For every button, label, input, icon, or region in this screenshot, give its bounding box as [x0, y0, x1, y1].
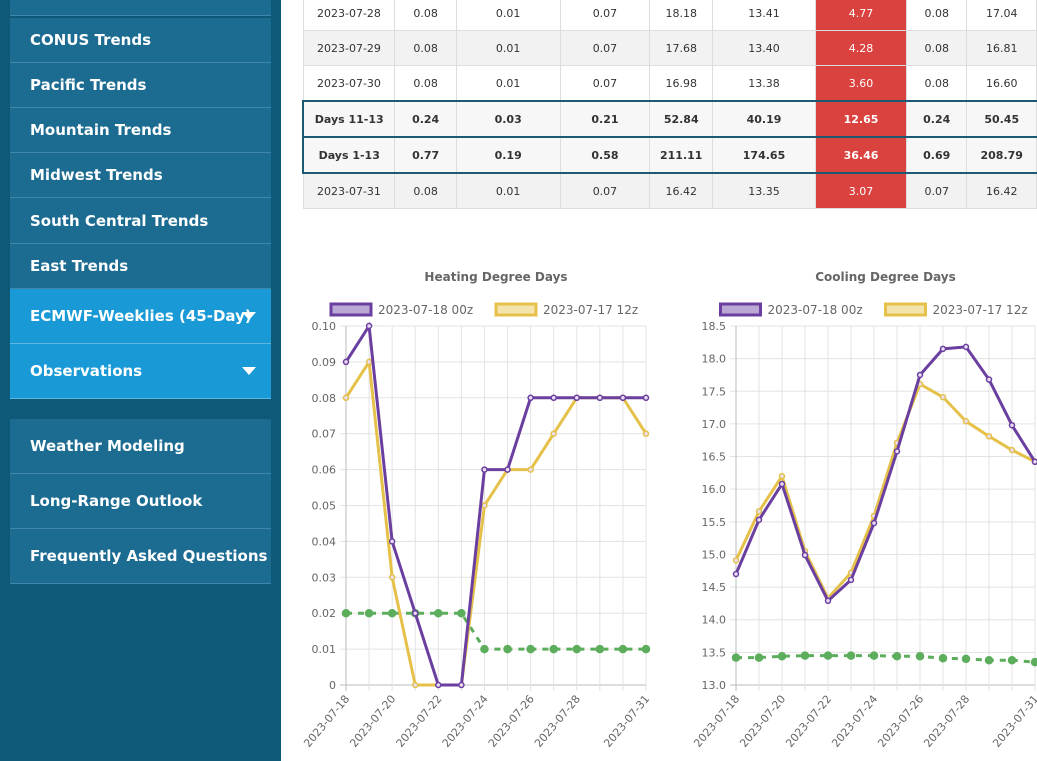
table-cell: 0.08: [394, 0, 457, 31]
table-cell: 0.77: [394, 136, 457, 174]
dropdown-arrow: [242, 312, 256, 320]
table-cell: 0.01: [455, 172, 561, 209]
table-cell: 174.65: [712, 136, 816, 174]
menu-item[interactable]: Observations: [10, 344, 271, 399]
menu-label: Midwest Trends: [30, 166, 163, 184]
table-cell: 2023-07-29: [302, 30, 396, 66]
menu-item[interactable]: Pacific Trends: [10, 63, 271, 108]
table-cell: 0.08: [905, 30, 968, 66]
table-row: 2023-07-28 0.08 0.01 0.07 18.18 13.41 4.77 0.08…: [302, 0, 1037, 31]
menu-item[interactable]: Frequently Asked Questions: [10, 529, 271, 584]
menu-label: Mountain Trends: [30, 121, 172, 139]
table-cell: 52.84: [649, 100, 714, 138]
table-cell: 13.35: [712, 172, 816, 209]
table-cell: 0.08: [394, 172, 457, 209]
menu-top-stub: [10, 0, 271, 16]
main-content: 2023-07-28 0.08 0.01 0.07 18.18 13.41 4.77 0.08…: [281, 0, 1037, 761]
table-row: 2023-07-30 0.08 0.01 0.07 16.98 13.38 3.60 0.08…: [302, 65, 1037, 102]
table-cell: 16.81: [966, 30, 1037, 66]
table-cell: 40.19: [712, 100, 816, 138]
table-cell: 4.28: [814, 30, 908, 66]
menu-label: Observations: [30, 362, 143, 380]
table-cell: 0.58: [559, 136, 651, 174]
table-cell: 36.46: [814, 136, 908, 174]
table-cell: 12.65: [814, 100, 908, 138]
table-cell: 4.77: [814, 0, 908, 31]
menu-label: Weather Modeling: [30, 437, 185, 455]
table-cell: 16.60: [966, 65, 1037, 102]
data-table: 2023-07-28 0.08 0.01 0.07 18.18 13.41 4.77 0.08…: [302, 0, 1037, 209]
menu-group: Weather Modeling Long-Range Outlook Freque…: [10, 419, 271, 584]
menu-item[interactable]: [10, 0, 271, 16]
table-cell: 0.08: [905, 0, 968, 31]
table-cell: 13.38: [712, 65, 816, 102]
table-cell: 2023-07-30: [302, 65, 396, 102]
table-cell: 0.07: [559, 0, 651, 31]
table-row: 2023-07-31 0.08 0.01 0.07 16.42 13.35 3.07 0.07…: [302, 172, 1037, 209]
table-cell: 0.24: [905, 100, 968, 138]
table-cell: 0.21: [559, 100, 651, 138]
table-cell: 0.69: [905, 136, 968, 174]
table-cell: 0.08: [394, 65, 457, 102]
table-cell: 0.07: [905, 172, 968, 209]
table-cell: Days 11-13: [302, 100, 396, 138]
table-cell: 0.08: [905, 65, 968, 102]
table-cell: 211.11: [649, 136, 714, 174]
table-cell: 0.07: [559, 65, 651, 102]
menu-label: East Trends: [30, 257, 129, 275]
menu-label: South Central Trends: [30, 211, 209, 230]
menu-item[interactable]: CONUS Trends: [10, 18, 271, 63]
table-row: Days 1-13 0.77 0.19 0.58 211.11 174.65 36.46 0.…: [302, 136, 1037, 174]
menu-item[interactable]: South Central Trends: [10, 198, 271, 244]
table-cell: 208.79: [966, 136, 1037, 174]
table-cell: 16.42: [649, 172, 714, 209]
table-cell: 17.04: [966, 0, 1037, 31]
table-cell: 0.19: [455, 136, 561, 174]
table-cell: 13.40: [712, 30, 816, 66]
table-cell: 18.18: [649, 0, 714, 31]
table-cell: 16.42: [966, 172, 1037, 209]
menu-label: Pacific Trends: [30, 76, 147, 94]
menu-label: CONUS Trends: [30, 31, 152, 49]
menu-item[interactable]: Weather Modeling: [10, 419, 271, 474]
table-cell: 0.07: [559, 30, 651, 66]
menu-item[interactable]: ECMWF-Weeklies (45-Day): [10, 289, 271, 344]
table-cell: 0.07: [559, 172, 651, 209]
menu-label: ECMWF-Weeklies (45-Day): [30, 307, 252, 325]
table-cell: 13.41: [712, 0, 816, 31]
table-row: Days 11-13 0.24 0.03 0.21 52.84 40.19 12.65 0.2…: [302, 100, 1037, 138]
table-cell: 0.01: [455, 0, 561, 31]
table-cell: 2023-07-31: [302, 172, 396, 209]
table-cell: Days 1-13: [302, 136, 396, 174]
table-cell: 17.68: [649, 30, 714, 66]
table-cell: 0.01: [455, 65, 561, 102]
menu-item[interactable]: Long-Range Outlook: [10, 474, 271, 529]
menu-item[interactable]: East Trends: [10, 244, 271, 289]
table-row: 2023-07-29 0.08 0.01 0.07 17.68 13.40 4.28 0.08…: [302, 30, 1037, 66]
table-cell: 3.07: [814, 172, 908, 209]
menu-group: CONUS Trends Pacific Trends Mountain Trend…: [10, 18, 271, 399]
dropdown-arrow: [242, 367, 256, 375]
table-cell: 2023-07-28: [302, 0, 396, 31]
menu-item[interactable]: Mountain Trends: [10, 108, 271, 153]
sidebar: CONUS Trends Pacific Trends Mountain Trend…: [0, 0, 281, 761]
table-cell: 0.01: [455, 30, 561, 66]
table-cell: 0.03: [455, 100, 561, 138]
menu-item[interactable]: Midwest Trends: [10, 153, 271, 198]
table-cell: 3.60: [814, 65, 908, 102]
table-cell: 16.98: [649, 65, 714, 102]
menu-label: Long-Range Outlook: [30, 492, 203, 510]
table-cell: 0.24: [394, 100, 457, 138]
menu-label: Frequently Asked Questions: [30, 547, 268, 565]
table-cell: 0.08: [394, 30, 457, 66]
table-cell: 50.45: [966, 100, 1037, 138]
